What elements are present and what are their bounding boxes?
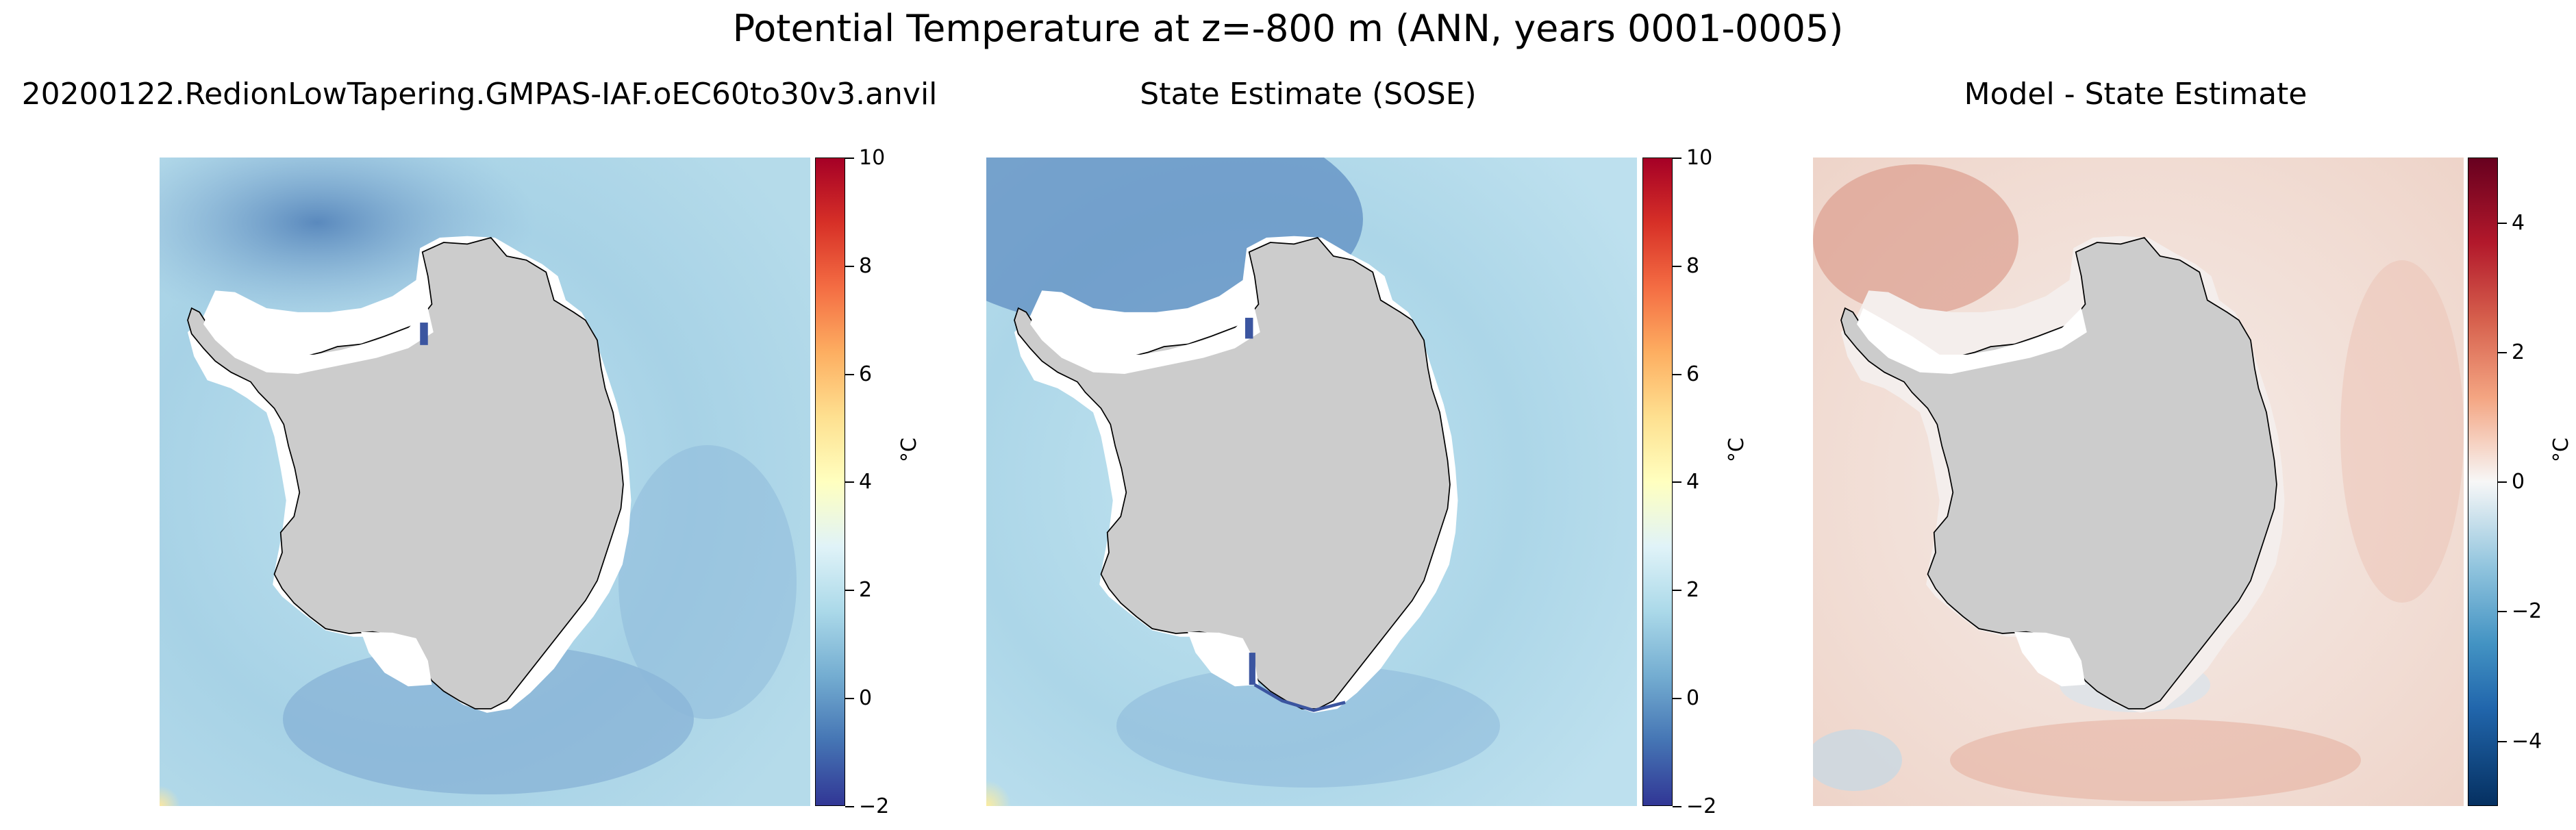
p1-tick-label: 4 xyxy=(859,470,873,494)
ross-cold-anomaly xyxy=(1116,664,1500,788)
south-warm-bias xyxy=(1950,719,2361,801)
panel-2-title: State Estimate (SOSE) xyxy=(1140,77,1477,112)
panel-1-map xyxy=(160,158,810,806)
p2-tick-label: 6 xyxy=(1686,362,1700,386)
panel-1-title: 20200122.RedionLowTapering.GMPAS-IAF.oEC… xyxy=(21,77,938,112)
east-warm-bias xyxy=(2340,260,2464,603)
p2-tick-label: 0 xyxy=(1686,686,1700,710)
p1-tick-label: 0 xyxy=(859,686,873,710)
east-cold-anomaly xyxy=(618,445,797,719)
warm-corner xyxy=(986,623,1164,806)
p3-tick-label: 4 xyxy=(2512,211,2525,235)
warm-corner xyxy=(160,637,331,806)
p1-tick-label: 6 xyxy=(859,362,873,386)
filchner-cold-patch xyxy=(1245,318,1253,339)
coastal-cold-band xyxy=(1253,683,1346,712)
ross-cold-patch xyxy=(1249,653,1255,685)
weddell-warm-bias xyxy=(1813,164,2018,315)
panel-3-colorbar xyxy=(2468,158,2498,806)
panel-3-map xyxy=(1813,158,2464,806)
p1-tick-label: 8 xyxy=(859,254,873,278)
cold-bias xyxy=(1813,729,1902,791)
p1-tick-label: 2 xyxy=(859,578,873,602)
panel-3-title: Model - State Estimate xyxy=(1964,77,2308,112)
panel-2-colorbar-unit: °C xyxy=(1725,438,1749,462)
p2-tick-label: 2 xyxy=(1686,578,1700,602)
figure-suptitle: Potential Temperature at z=-800 m (ANN, … xyxy=(732,7,1844,50)
panel-2-map xyxy=(986,158,1637,806)
panel-3-colorbar-unit: °C xyxy=(2549,438,2573,462)
panel-1-colorbar xyxy=(815,158,845,806)
p1-tick-label: −2 xyxy=(859,794,890,818)
p1-tick-label: 10 xyxy=(859,146,886,170)
p2-tick-label: 10 xyxy=(1686,146,1713,170)
panel-2-colorbar xyxy=(1642,158,1673,806)
p3-tick-label: 2 xyxy=(2512,340,2525,364)
p3-tick-label: −4 xyxy=(2512,729,2542,753)
filchner-cold-patch xyxy=(420,323,428,345)
panel-1-colorbar-unit: °C xyxy=(897,438,921,462)
p2-tick-label: 4 xyxy=(1686,470,1700,494)
ross-cold-anomaly xyxy=(283,644,694,794)
p3-tick-label: 0 xyxy=(2512,470,2525,494)
p3-tick-label: −2 xyxy=(2512,599,2542,623)
p2-tick-label: 8 xyxy=(1686,254,1700,278)
p2-tick-label: −2 xyxy=(1686,794,1717,818)
